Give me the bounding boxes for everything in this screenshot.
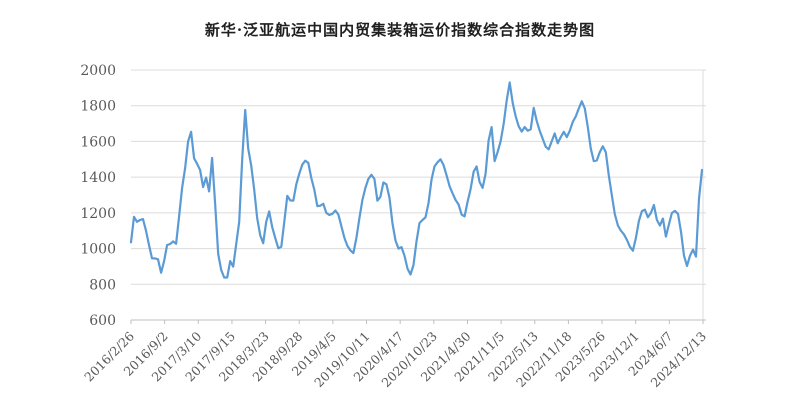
y-axis-label: 1200: [80, 206, 116, 222]
y-axis-label: 800: [89, 277, 116, 293]
y-axis-label: 1000: [80, 242, 116, 258]
y-axis-label: 2000: [80, 63, 116, 79]
y-axis-label: 1400: [80, 170, 116, 186]
y-axis-label: 1800: [80, 99, 116, 115]
y-axis-label: 600: [89, 313, 116, 329]
chart-title: 新华·泛亚航运中国内贸集装箱运价指数综合指数走势图: [204, 21, 596, 39]
index-series-line: [129, 81, 704, 279]
y-axis-label: 1600: [80, 134, 116, 150]
